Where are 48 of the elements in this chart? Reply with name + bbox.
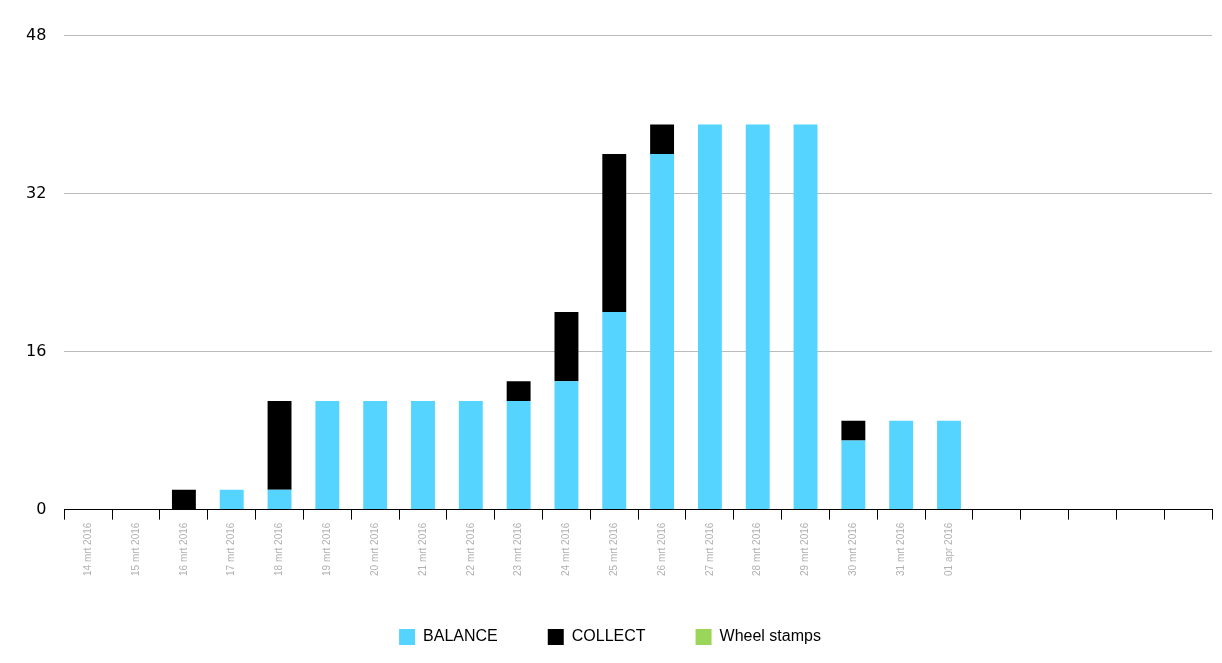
x-tick-label: 29 mrt 2016 — [799, 522, 811, 576]
bar — [506, 400, 531, 510]
x-tick-label: 28 mrt 2016 — [751, 522, 763, 576]
bar — [602, 154, 627, 313]
bar — [602, 312, 627, 510]
y-tick-label: 0 — [36, 498, 47, 518]
bar — [745, 124, 770, 510]
y-tick-label: 48 — [26, 24, 47, 44]
bar — [650, 154, 675, 510]
x-tick-label: 25 mrt 2016 — [608, 522, 620, 576]
x-tick-label: 15 mrt 2016 — [129, 522, 141, 576]
y-tick-label: 32 — [26, 182, 47, 202]
legend-label: COLLECT — [571, 627, 646, 645]
bar — [411, 400, 435, 510]
bar — [554, 312, 579, 382]
x-tick-label: 20 mrt 2016 — [368, 522, 380, 576]
x-tick-label: 14 mrt 2016 — [82, 522, 94, 576]
x-tick-label: 24 mrt 2016 — [560, 522, 572, 576]
bar — [315, 400, 340, 510]
bar — [697, 124, 722, 510]
x-tick-label: 23 mrt 2016 — [512, 522, 524, 576]
x-tick-label: 16 mrt 2016 — [177, 522, 189, 576]
bar — [793, 124, 818, 510]
x-tick-label: 18 mrt 2016 — [273, 522, 285, 576]
x-tick-label: 22 mrt 2016 — [464, 522, 476, 576]
x-tick-label: 31 mrt 2016 — [894, 522, 906, 576]
x-tick-label: 21 mrt 2016 — [416, 522, 428, 576]
bar — [363, 400, 388, 510]
bar — [889, 420, 914, 510]
y-tick-label: 16 — [26, 340, 47, 360]
bar — [841, 440, 866, 510]
x-tick-label: 19 mrt 2016 — [321, 522, 333, 576]
x-tick-label: 27 mrt 2016 — [703, 522, 715, 576]
bar — [650, 124, 675, 155]
x-tick-label: 17 mrt 2016 — [225, 522, 237, 576]
x-tick-label: 26 mrt 2016 — [655, 522, 667, 576]
legend-label: Wheel stamps — [719, 627, 821, 645]
bar — [458, 400, 483, 510]
bar — [267, 400, 292, 490]
bar — [841, 420, 866, 441]
legend-label: BALANCE — [423, 627, 498, 645]
bar — [554, 381, 579, 510]
x-tick-label: 01 apr 2016 — [942, 522, 954, 577]
bar — [219, 489, 244, 510]
bar — [937, 420, 961, 510]
x-tick-label: 30 mrt 2016 — [847, 522, 859, 576]
bar — [506, 381, 531, 401]
bar — [267, 489, 292, 510]
